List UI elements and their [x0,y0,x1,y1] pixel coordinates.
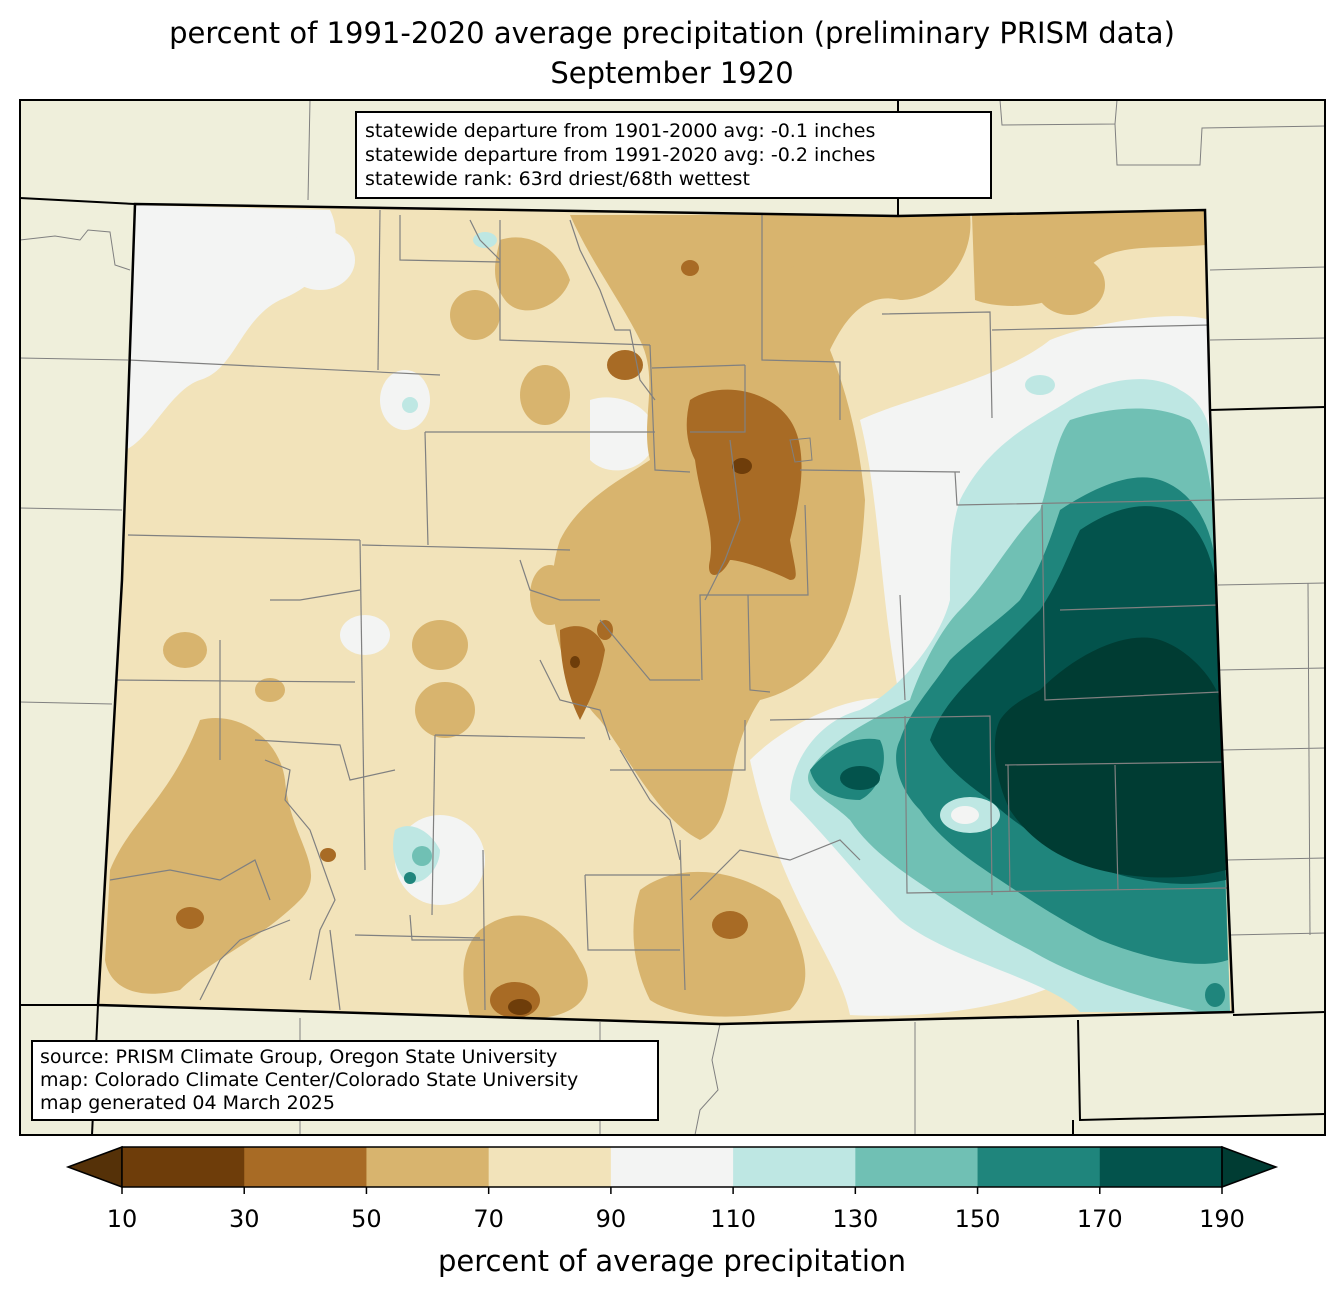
colorbar-tick-label: 30 [228,1205,260,1233]
map-credit-line: map: Colorado Climate Center/Colorado St… [40,1069,579,1091]
generated-date-line: map generated 04 March 2025 [40,1092,335,1114]
colorbar-tick-label: 150 [954,1205,1001,1233]
colorbar-swatch [855,1147,979,1187]
colorbar-swatch [610,1147,734,1187]
colorbar [65,1145,1279,1194]
colorbar-swatch [977,1147,1101,1187]
colorbar-tick-label: 110 [710,1205,757,1233]
colorbar-swatch [244,1147,367,1187]
source-box: source: PRISM Climate Group, Oregon Stat… [31,1040,659,1121]
source-line: source: PRISM Climate Group, Oregon Stat… [40,1046,558,1068]
colorbar-tick-label: 50 [351,1205,382,1233]
lake-markers [789,437,813,463]
colorbar-tick-label: 130 [832,1205,879,1233]
colorbar-swatch [122,1147,245,1187]
colorbar-tick-label: 90 [595,1205,627,1233]
statewide-stats-box: statewide departure from 1901-2000 avg: … [355,111,992,199]
colorbar-tick-label: 170 [1076,1205,1123,1233]
colorbar-under-arrow [65,1145,123,1189]
county-lines [109,204,1229,1011]
colorbar-swatch [1099,1147,1223,1187]
colorbar-tick-label: 70 [473,1205,504,1233]
map-border [19,99,1326,1136]
colorbar-swatch [488,1147,612,1187]
colorado-border [96,202,1235,1026]
map-subtitle: September 1920 [550,56,794,90]
stat-departure-1901-2000: statewide departure from 1901-2000 avg: … [365,120,876,142]
stat-departure-1991-2020: statewide departure from 1991-2020 avg: … [365,144,876,166]
colorbar-tick-label: 10 [106,1205,138,1233]
colorado-precip-field [98,204,1233,1024]
colorbar-label: percent of average precipitation [437,1244,907,1278]
colorbar-over-arrow [1221,1145,1279,1189]
colorbar-swatch [733,1147,856,1187]
neighbor-county-lines [20,100,1325,1135]
colorbar-tick-label: 190 [1199,1205,1245,1233]
map-title: percent of 1991-2020 average precipitati… [169,16,1175,50]
map-frame [19,99,1326,1136]
colorbar-swatch [366,1147,490,1187]
stat-rank: statewide rank: 63rd driest/68th wettest [365,168,750,190]
